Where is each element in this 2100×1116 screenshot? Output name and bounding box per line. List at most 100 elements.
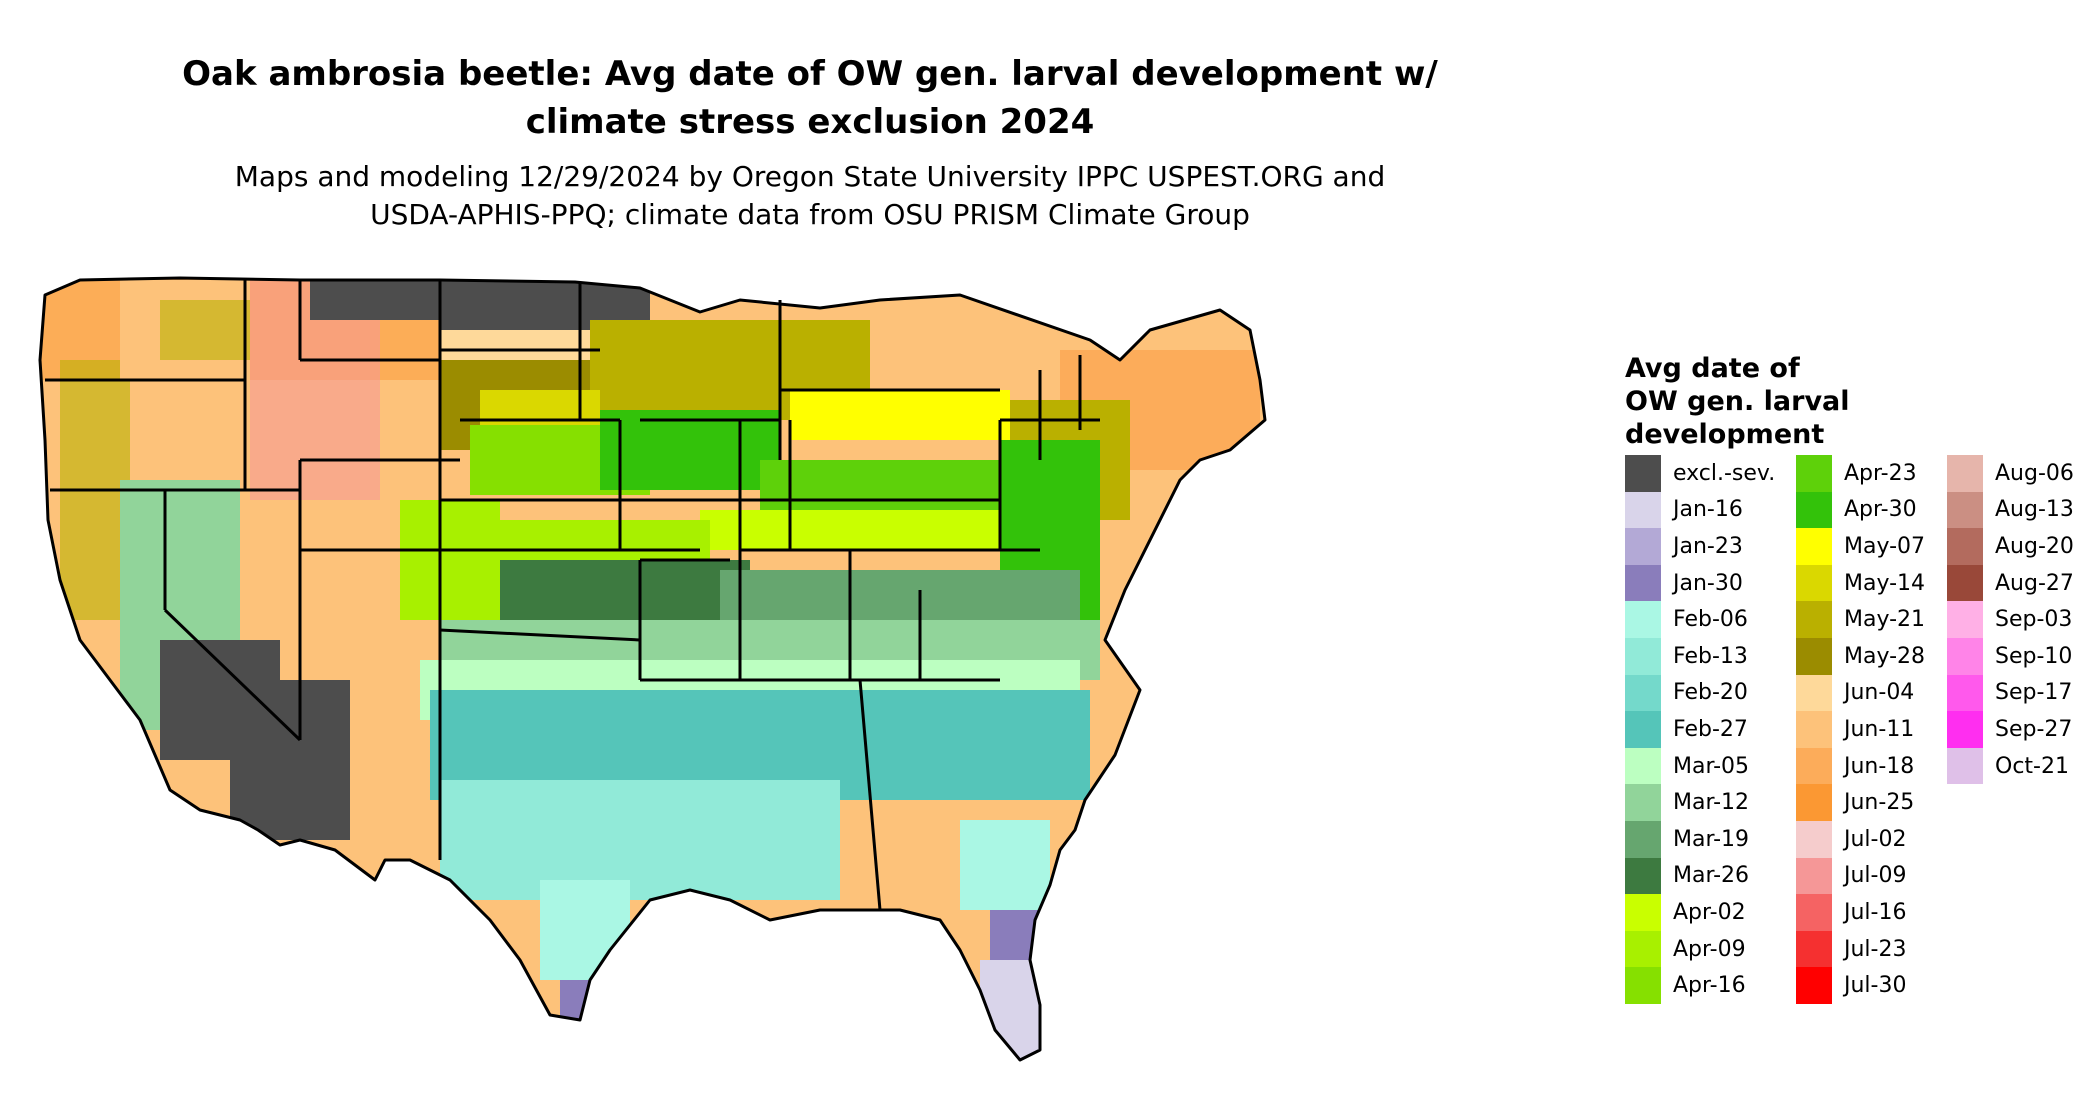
legend-swatch	[1947, 674, 1983, 712]
legend-item: Sep-03	[1947, 601, 2074, 638]
legend-swatch	[1796, 820, 1832, 858]
state-boundaries	[38, 276, 1267, 1062]
legend-label: Sep-03	[1995, 607, 2073, 633]
legend-swatch	[1796, 784, 1832, 821]
legend-item: Aug-06	[1947, 455, 2074, 492]
legend-swatch	[1947, 564, 1983, 602]
legend-item: Mar-12	[1625, 784, 1775, 821]
legend-swatch	[1947, 637, 1983, 675]
legend-item: Feb-20	[1625, 674, 1775, 712]
legend-item: Jul-02	[1796, 820, 1925, 858]
legend-column-2: Apr-23 Apr-30 May-07 May-14 May-21 May-28 Jun-…	[1796, 455, 1925, 1004]
legend-label: Sep-17	[1995, 680, 2073, 706]
legend-swatch	[1796, 894, 1832, 931]
legend-label: Feb-13	[1673, 643, 1748, 669]
legend-swatch	[1625, 820, 1661, 858]
legend-swatch	[1796, 564, 1832, 602]
legend-label: Jan-23	[1673, 533, 1743, 559]
legend-item: Apr-16	[1625, 967, 1775, 1004]
legend-swatch	[1625, 967, 1661, 1004]
title-line-2: climate stress exclusion 2024	[525, 102, 1095, 142]
legend-swatch	[1796, 528, 1832, 565]
legend-item: Jun-25	[1796, 784, 1925, 821]
legend-item: Apr-02	[1625, 894, 1775, 931]
legend-swatch	[1947, 491, 1983, 529]
legend-swatch	[1796, 455, 1832, 492]
legend-swatch	[1796, 747, 1832, 785]
legend-item: Aug-27	[1947, 564, 2074, 602]
legend-label: Apr-23	[1844, 460, 1917, 486]
legend-swatch	[1625, 674, 1661, 712]
legend-item: May-07	[1796, 528, 1925, 565]
legend-label: Sep-10	[1995, 643, 2073, 669]
legend-title-line-2: OW gen. larval	[1625, 386, 1850, 417]
legend-item: Feb-27	[1625, 711, 1775, 748]
legend-item: Jun-04	[1796, 674, 1925, 712]
legend-label: Jul-30	[1844, 973, 1907, 999]
legend-item: Sep-10	[1947, 637, 2074, 675]
legend-item: Apr-30	[1796, 491, 1925, 529]
legend-item: Mar-19	[1625, 820, 1775, 858]
legend-item: Jun-11	[1796, 711, 1925, 748]
legend-column-3: Aug-06 Aug-13 Aug-20 Aug-27 Sep-03 Sep-10 Sep-…	[1947, 455, 2074, 785]
legend-swatch	[1625, 894, 1661, 931]
legend-label: Jan-30	[1673, 570, 1743, 596]
legend-item: Jun-18	[1796, 747, 1925, 785]
legend-label: Feb-06	[1673, 607, 1748, 633]
legend-label: Jun-11	[1844, 716, 1915, 742]
legend-label: Jan-16	[1673, 497, 1743, 523]
legend-label: May-28	[1844, 643, 1926, 669]
legend-label: Jun-25	[1844, 790, 1915, 816]
legend-title: Avg date of OW gen. larval development	[1625, 352, 1925, 451]
legend-swatch	[1625, 637, 1661, 675]
legend-item: Mar-05	[1625, 747, 1775, 785]
legend-swatch	[1625, 711, 1661, 748]
legend-item: Aug-20	[1947, 528, 2074, 565]
legend-item: Jan-23	[1625, 528, 1775, 565]
legend-swatch	[1947, 455, 1983, 492]
map-title: Oak ambrosia beetle: Avg date of OW gen.…	[60, 50, 1560, 146]
legend-swatch	[1625, 857, 1661, 895]
legend-swatch	[1796, 637, 1832, 675]
legend-swatch	[1796, 967, 1832, 1004]
legend-item: Jan-30	[1625, 564, 1775, 602]
map-subtitle: Maps and modeling 12/29/2024 by Oregon S…	[60, 158, 1560, 234]
legend-label: May-07	[1844, 533, 1926, 559]
legend-label: Aug-13	[1995, 497, 2074, 523]
legend-item: Jul-23	[1796, 930, 1925, 968]
legend-label: Feb-20	[1673, 680, 1748, 706]
legend-label: Apr-09	[1673, 936, 1746, 962]
legend-label: Mar-12	[1673, 790, 1750, 816]
legend-swatch	[1947, 528, 1983, 565]
legend-item: Apr-23	[1796, 455, 1925, 492]
legend-item: excl.-sev.	[1625, 455, 1775, 492]
legend-item: May-14	[1796, 564, 1925, 602]
legend-swatch	[1625, 601, 1661, 638]
legend-swatch	[1796, 674, 1832, 712]
subtitle-line-2: USDA-APHIS-PPQ; climate data from OSU PR…	[370, 198, 1250, 231]
legend-swatch	[1625, 930, 1661, 968]
legend-label: May-21	[1844, 607, 1926, 633]
legend-label: Aug-27	[1995, 570, 2074, 596]
legend-swatch	[1796, 857, 1832, 895]
legend-label: Oct-21	[1995, 753, 2069, 779]
legend-swatch	[1796, 601, 1832, 638]
legend-item: May-21	[1796, 601, 1925, 638]
legend-item: Jan-16	[1625, 491, 1775, 529]
legend-swatch	[1947, 747, 1983, 785]
legend-label: Apr-30	[1844, 497, 1917, 523]
legend-swatch	[1625, 455, 1661, 492]
legend-label: Aug-06	[1995, 460, 2074, 486]
legend-label: Mar-26	[1673, 863, 1750, 889]
legend-item: Apr-09	[1625, 930, 1775, 968]
legend-item: Aug-13	[1947, 491, 2074, 529]
legend-item: Feb-13	[1625, 637, 1775, 675]
legend-item: Jul-09	[1796, 857, 1925, 895]
legend-label: Jun-18	[1844, 753, 1915, 779]
legend-label: Apr-02	[1673, 899, 1746, 925]
legend-swatch	[1947, 711, 1983, 748]
title-line-1: Oak ambrosia beetle: Avg date of OW gen.…	[182, 54, 1438, 94]
legend-item: Jul-30	[1796, 967, 1925, 1004]
legend-label: Jun-04	[1844, 680, 1915, 706]
legend-swatch	[1625, 564, 1661, 602]
